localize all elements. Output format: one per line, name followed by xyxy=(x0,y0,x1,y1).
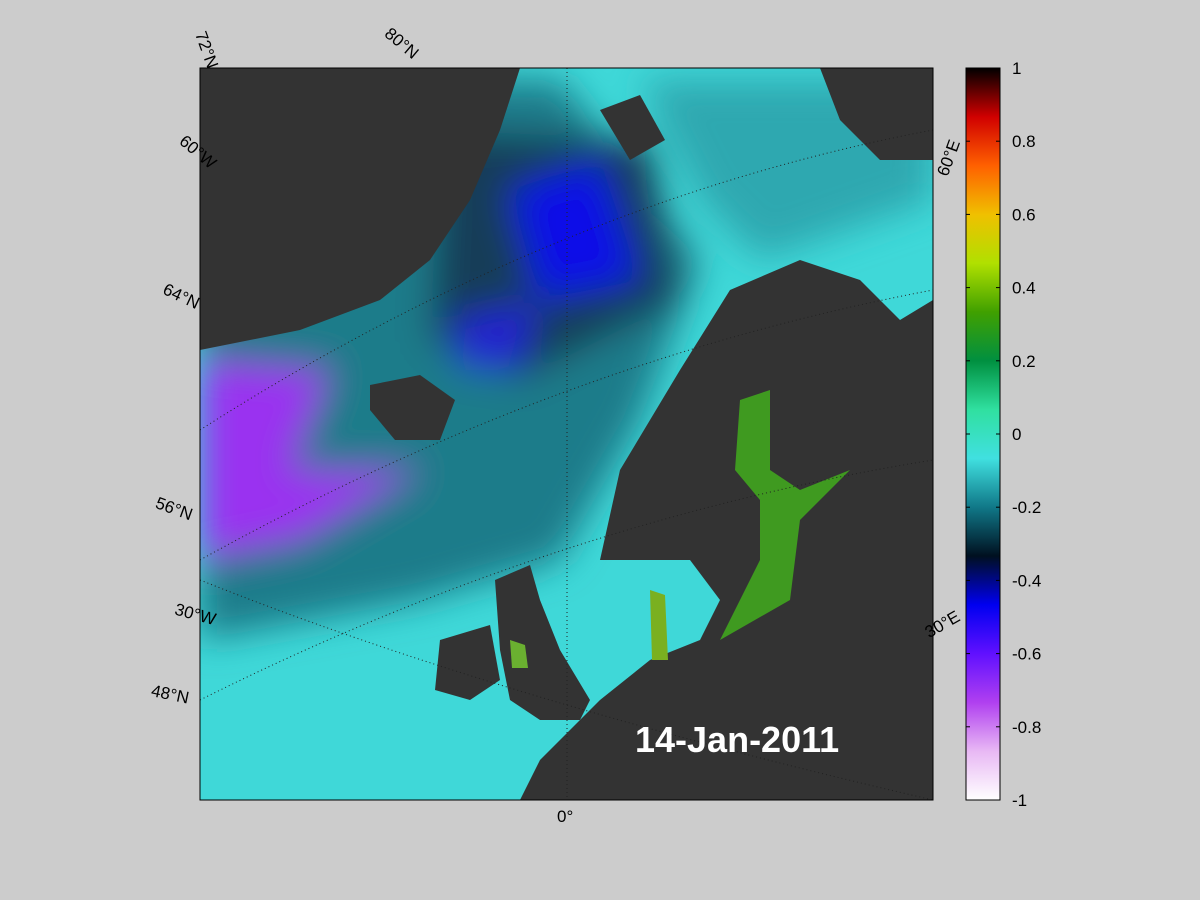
colorbar-tick-label: -0.2 xyxy=(1012,498,1041,517)
graticule-label: 60°E xyxy=(933,137,964,178)
graticule-label: 80°N xyxy=(381,24,422,63)
graticule-label: 64°N xyxy=(160,280,202,313)
colorbar-tick-label: -0.8 xyxy=(1012,718,1041,737)
colorbar-tick-label: 1 xyxy=(1012,59,1021,78)
colorbar-tick-label: -0.4 xyxy=(1012,571,1041,590)
graticule-label: 48°N xyxy=(150,681,191,707)
colorbar-tick-label: 0.8 xyxy=(1012,132,1036,151)
date-label: 14-Jan-2011 xyxy=(635,719,839,760)
graticule-label: 72°N xyxy=(191,29,222,71)
colorbar-tick-label: 0.4 xyxy=(1012,279,1036,298)
colorbar-tick-label: 0.2 xyxy=(1012,352,1036,371)
map xyxy=(200,68,933,800)
colorbar xyxy=(965,67,1001,801)
graticule-label: 0° xyxy=(557,807,573,826)
map-frame xyxy=(199,67,934,801)
colorbar-tick-label: 0 xyxy=(1012,425,1021,444)
colorbar-tick-label: 0.6 xyxy=(1012,205,1036,224)
colorbar-tick-label: -1 xyxy=(1012,791,1027,810)
colorbar-tick-label: -0.6 xyxy=(1012,645,1041,664)
graticule-label: 56°N xyxy=(153,493,195,524)
